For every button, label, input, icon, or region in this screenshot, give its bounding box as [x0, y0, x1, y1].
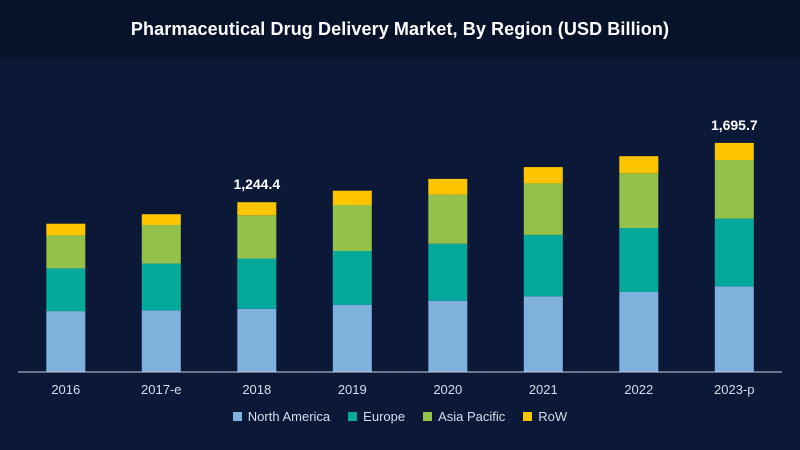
bar-2017-e-north-america	[141, 310, 181, 372]
bar-2021-row	[523, 167, 563, 184]
legend-item-asia-pacific: Asia Pacific	[423, 409, 505, 424]
legend-item-europe: Europe	[348, 409, 405, 424]
bar-2017-e-row	[141, 214, 181, 225]
bar-2016-north-america	[46, 311, 86, 372]
data-labels: 1,244.4 1,695.7	[233, 117, 757, 192]
legend-swatch	[523, 412, 533, 421]
bar-2017-e-asia-pacific	[141, 225, 181, 264]
legend-swatch	[423, 412, 433, 421]
bar-2018-europe	[237, 258, 277, 309]
legend-label: Europe	[363, 409, 406, 424]
x-tick-label: 2017-e	[141, 382, 181, 397]
legend-swatch	[348, 412, 358, 421]
x-tick-label: 2020	[433, 382, 462, 397]
bar-2020-north-america	[428, 300, 468, 372]
bar-2021-asia-pacific	[523, 183, 563, 235]
legend-label: North America	[247, 409, 331, 424]
x-axis-ticks: 2016 2017-e 2018 2019 2020 2021 2022 2023-p	[51, 382, 754, 397]
bar-2016-asia-pacific	[46, 235, 86, 269]
bar-2022-asia-pacific	[619, 173, 659, 228]
legend-label: RoW	[538, 409, 568, 424]
bar-2018-asia-pacific	[237, 215, 277, 259]
x-tick-label: 2019	[338, 382, 367, 397]
bar-2018-north-america	[237, 308, 277, 372]
data-label-2018: 1,244.4	[233, 176, 280, 192]
legend-item-north-america: North America	[232, 409, 331, 424]
x-tick-label: 2023-p	[714, 382, 754, 397]
bars-group	[46, 142, 754, 372]
data-label-2023-p: 1,695.7	[711, 117, 758, 133]
bar-2017-e-europe	[141, 263, 181, 311]
bar-2020-row	[428, 178, 468, 195]
legend-swatch	[232, 412, 242, 421]
bar-2019-asia-pacific	[332, 205, 372, 251]
bar-2023-p-europe	[714, 218, 754, 287]
x-tick-label: 2021	[529, 382, 558, 397]
title-bar: Pharmaceutical Drug Delivery Market, By …	[0, 0, 800, 59]
legend-label: Asia Pacific	[438, 409, 506, 424]
chart-title: Pharmaceutical Drug Delivery Market, By …	[130, 19, 670, 39]
bar-2019-europe	[332, 251, 372, 305]
bar-2018-row	[237, 202, 277, 216]
bar-2019-north-america	[332, 304, 372, 372]
x-tick-label: 2016	[51, 382, 80, 397]
bar-2022-north-america	[619, 292, 659, 372]
bar-2022-row	[619, 156, 659, 174]
bar-2021-north-america	[523, 296, 563, 372]
bar-2016-row	[46, 223, 86, 236]
bar-2023-p-north-america	[714, 286, 754, 372]
bar-2016-europe	[46, 268, 86, 312]
bar-2020-europe	[428, 243, 468, 301]
bar-2023-p-asia-pacific	[714, 160, 754, 219]
x-tick-label: 2022	[624, 382, 653, 397]
x-tick-label: 2018	[242, 382, 271, 397]
legend-item-row: RoW	[523, 409, 567, 424]
bar-2022-europe	[619, 228, 659, 292]
legend: North America Europe Asia Pacific RoW	[0, 409, 800, 424]
bar-2020-asia-pacific	[428, 194, 468, 244]
bar-2021-europe	[523, 234, 563, 297]
bar-2023-p-row	[714, 142, 754, 160]
bar-2019-row	[332, 190, 372, 205]
